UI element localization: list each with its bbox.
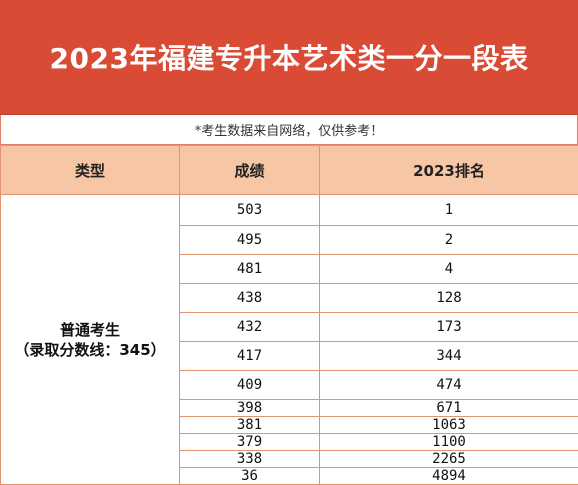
title-banner: 2023年福建专升本艺术类一分一段表	[0, 0, 578, 115]
score-cell: 438	[180, 284, 320, 313]
score-cell: 481	[180, 255, 320, 284]
score-cell: 417	[180, 342, 320, 371]
rank-cell: 1063	[320, 417, 578, 434]
rank-cell: 1100	[320, 434, 578, 451]
score-cell: 495	[180, 226, 320, 255]
rank-cell: 2265	[320, 451, 578, 468]
rank-cell: 344	[320, 342, 578, 371]
rank-cell: 173	[320, 313, 578, 342]
rank-cell: 2	[320, 226, 578, 255]
category-cell: 普通考生（录取分数线：345）	[1, 195, 180, 485]
score-cell: 338	[180, 451, 320, 468]
score-cell: 381	[180, 417, 320, 434]
score-cell: 409	[180, 371, 320, 400]
score-cell: 432	[180, 313, 320, 342]
rank-cell: 128	[320, 284, 578, 313]
header-score: 成绩	[180, 146, 320, 195]
score-cell: 398	[180, 400, 320, 417]
score-cell: 503	[180, 195, 320, 226]
rank-cell: 671	[320, 400, 578, 417]
disclaimer-note: *考生数据来自网络，仅供参考！	[0, 115, 578, 145]
header-type: 类型	[1, 146, 180, 195]
table-header-row: 类型 成绩 2023排名	[1, 146, 578, 195]
score-cell: 379	[180, 434, 320, 451]
category-cutoff: （录取分数线：345）	[1, 340, 179, 360]
rank-cell: 1	[320, 195, 578, 226]
header-rank: 2023排名	[320, 146, 578, 195]
rank-cell: 474	[320, 371, 578, 400]
category-name: 普通考生	[1, 320, 179, 340]
page-title: 2023年福建专升本艺术类一分一段表	[50, 37, 529, 77]
rank-cell: 4	[320, 255, 578, 284]
